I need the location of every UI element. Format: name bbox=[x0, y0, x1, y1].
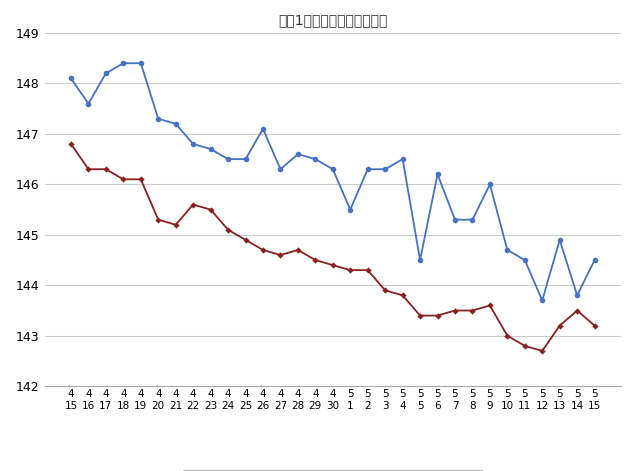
Legend: レギュラー看板価格（円／L）, レギュラー実売価格（円／L）: レギュラー看板価格（円／L）, レギュラー実売価格（円／L） bbox=[182, 470, 483, 471]
Title: 最近1ヶ月のレギュラー価格: 最近1ヶ月のレギュラー価格 bbox=[278, 14, 387, 28]
